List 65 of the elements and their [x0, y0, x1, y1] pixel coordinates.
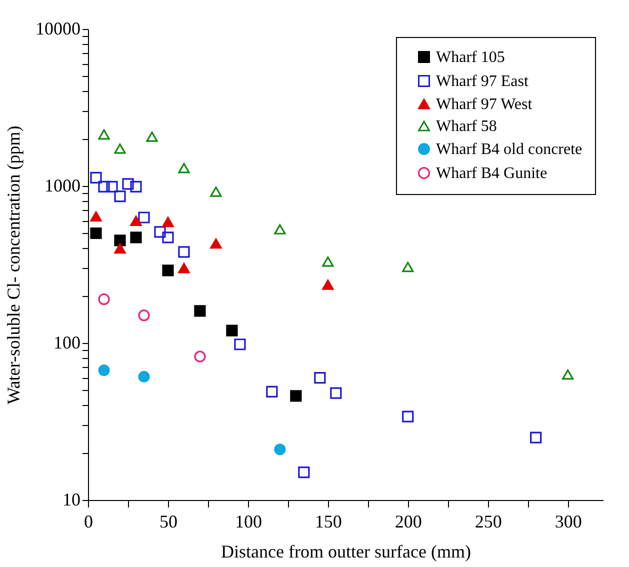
y-tick-label: 100	[54, 332, 80, 352]
point	[98, 129, 110, 140]
point	[210, 186, 222, 197]
x-tick-label: 300	[554, 512, 582, 532]
x-axis-title: Distance from outter surface (mm)	[221, 542, 471, 562]
point	[322, 280, 334, 290]
point	[562, 369, 574, 380]
point	[330, 387, 342, 399]
point	[266, 386, 278, 398]
point	[130, 216, 142, 226]
legend-label: Wharf 58	[436, 118, 497, 135]
point	[210, 238, 222, 249]
point	[114, 143, 126, 154]
point	[98, 364, 110, 376]
legend-label: Wharf 97 West	[436, 96, 533, 113]
x-tick-label: 150	[314, 512, 342, 532]
y-tick-label: 10000	[36, 18, 80, 38]
x-tick-label: 100	[234, 512, 262, 532]
point	[162, 232, 174, 244]
legend-label: Wharf 105	[436, 49, 505, 66]
point	[234, 338, 246, 350]
point	[114, 190, 126, 202]
y-tick-label: 10	[62, 490, 80, 510]
point	[130, 232, 142, 244]
x-tick-label: 250	[474, 512, 502, 532]
point	[178, 262, 190, 274]
x-tick-label: 200	[394, 512, 422, 532]
point	[322, 256, 334, 267]
point	[98, 180, 110, 192]
point	[114, 234, 126, 246]
point	[530, 432, 542, 444]
point	[226, 324, 238, 336]
legend-label: Wharf 97 East	[436, 73, 529, 90]
point	[138, 370, 150, 382]
point	[194, 350, 206, 362]
y-tick-label: 1000	[44, 176, 80, 196]
point	[154, 226, 166, 238]
point	[274, 444, 286, 456]
point	[178, 162, 190, 174]
point	[314, 372, 326, 384]
point	[274, 224, 286, 234]
point	[90, 211, 102, 222]
point	[146, 132, 158, 142]
point	[162, 216, 174, 228]
point	[90, 172, 102, 184]
point	[402, 410, 414, 422]
point	[114, 243, 126, 254]
point	[122, 178, 134, 190]
point	[178, 246, 190, 258]
legend-label: Wharf B4 old concrete	[436, 141, 582, 158]
point	[138, 310, 150, 322]
point	[194, 305, 206, 317]
point	[130, 180, 142, 192]
point	[290, 390, 302, 402]
legend-label: Wharf B4 Gunite	[436, 165, 548, 182]
y-axis-title: Water-soluble Cl- concentration (ppm)	[4, 126, 24, 404]
point	[402, 262, 414, 272]
x-tick-label: 0	[84, 512, 93, 532]
point	[138, 212, 150, 224]
point	[106, 180, 118, 192]
point	[298, 466, 310, 478]
point	[98, 293, 110, 306]
x-tick-label: 50	[159, 512, 178, 532]
point	[90, 227, 102, 240]
point	[162, 264, 174, 276]
